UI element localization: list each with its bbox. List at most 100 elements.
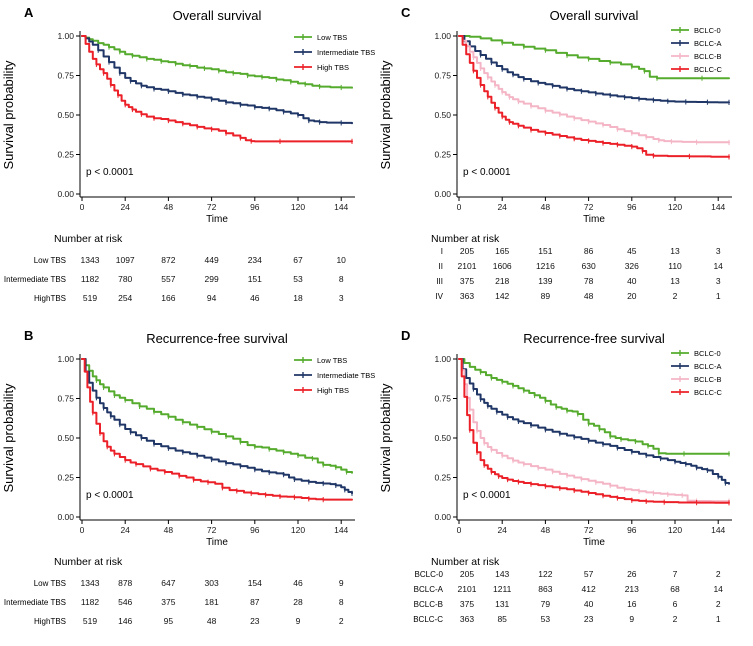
censor-marks-high-tbs: [92, 410, 324, 503]
risk-count: 7: [673, 569, 678, 579]
censor-marks-high-tbs: [95, 61, 353, 144]
risk-count: 68: [670, 584, 680, 594]
risk-row-label-hightbs: HighTBS: [34, 617, 66, 626]
km-curve-bclc-0: [458, 358, 730, 455]
x-tick-label: 48: [541, 525, 551, 535]
risk-count: 9: [296, 616, 301, 626]
risk-count: 872: [161, 255, 175, 265]
risk-count: 46: [250, 293, 260, 303]
risk-count: 131: [495, 599, 509, 609]
risk-table-title: Number at risk: [431, 556, 500, 568]
x-tick-label: 120: [668, 525, 682, 535]
censor-marks-bclc-c: [472, 68, 730, 160]
risk-count: 363: [460, 291, 474, 301]
y-tick-label: 0.75: [434, 71, 451, 81]
y-axis-label: Survival probability: [1, 60, 16, 170]
risk-count: 2101: [458, 584, 477, 594]
x-tick-label: 120: [668, 202, 682, 212]
risk-count: 363: [460, 614, 474, 624]
risk-count: 2: [339, 616, 344, 626]
risk-count: 205: [460, 569, 474, 579]
risk-count: 2101: [458, 261, 477, 271]
risk-count: 780: [118, 274, 132, 284]
risk-count: 1182: [81, 274, 100, 284]
x-axis-label: Time: [206, 537, 228, 548]
risk-table-title: Number at risk: [431, 233, 500, 245]
panel-letter: B: [24, 328, 33, 343]
x-tick-label: 48: [164, 202, 174, 212]
risk-row-label-ii: II: [439, 262, 443, 271]
risk-count: 151: [538, 246, 552, 256]
risk-row-label-i: I: [441, 247, 443, 256]
x-tick-label: 120: [291, 525, 305, 535]
risk-count: 630: [582, 261, 596, 271]
risk-row-label-iv: IV: [435, 292, 443, 301]
plot-title: Recurrence-free survival: [146, 331, 288, 346]
risk-count: 2: [716, 569, 721, 579]
risk-count: 110: [668, 261, 682, 271]
risk-count: 8: [339, 274, 344, 284]
plot-title: Overall survival: [550, 8, 639, 23]
x-tick-label: 72: [207, 202, 217, 212]
risk-count: 1343: [81, 255, 100, 265]
panel-letter: C: [401, 5, 411, 20]
risk-count: 1097: [116, 255, 135, 265]
risk-count: 18: [293, 293, 303, 303]
risk-count: 863: [538, 584, 552, 594]
y-tick-label: 1.00: [57, 31, 74, 41]
y-tick-label: 1.00: [434, 354, 451, 364]
risk-count: 519: [83, 293, 97, 303]
censor-marks-bclc-b: [469, 406, 730, 504]
y-tick-label: 0.00: [57, 189, 74, 199]
x-tick-label: 0: [457, 202, 462, 212]
y-tick-label: 0.50: [57, 433, 74, 443]
risk-count: 557: [161, 274, 175, 284]
risk-count: 1211: [493, 584, 512, 594]
risk-count: 48: [584, 291, 594, 301]
y-tick-label: 0.50: [57, 110, 74, 120]
risk-row-label-intermediate-tbs: Intermediate TBS: [4, 275, 66, 284]
x-tick-label: 96: [627, 525, 637, 535]
risk-count: 3: [716, 276, 721, 286]
risk-count: 546: [118, 597, 132, 607]
y-tick-label: 0.75: [57, 71, 74, 81]
censor-marks-intermediate-tbs: [97, 47, 342, 126]
risk-count: 1: [716, 614, 721, 624]
x-tick-label: 0: [80, 202, 85, 212]
risk-count: 1606: [493, 261, 512, 271]
p-value: p < 0.0001: [463, 490, 511, 501]
risk-count: 1: [716, 291, 721, 301]
legend-label-bclc-0: BCLC-0: [694, 26, 721, 35]
y-tick-label: 0.00: [434, 512, 451, 522]
x-tick-label: 144: [334, 202, 348, 212]
censor-marks-intermediate-tbs: [95, 395, 353, 496]
risk-count: 181: [205, 597, 219, 607]
km-plot-D: D Recurrence-free survival Survival probab…: [378, 328, 732, 624]
risk-count: 303: [205, 578, 219, 588]
km-plot-C: C Overall survival Survival probability 0.0…: [378, 5, 732, 301]
risk-count: 254: [118, 293, 132, 303]
legend-label-intermediate-tbs: Intermediate TBS: [317, 48, 375, 57]
risk-count: 519: [83, 616, 97, 626]
risk-count: 205: [460, 246, 474, 256]
km-curve-bclc-c: [458, 35, 730, 158]
x-tick-label: 72: [584, 202, 594, 212]
risk-count: 647: [161, 578, 175, 588]
risk-count: 234: [248, 255, 262, 265]
risk-table-title: Number at risk: [54, 556, 123, 568]
risk-count: 86: [584, 246, 594, 256]
x-axis-label: Time: [583, 537, 605, 548]
x-tick-label: 24: [120, 202, 130, 212]
risk-count: 46: [293, 578, 303, 588]
legend-label-bclc-a: BCLC-A: [694, 39, 722, 48]
risk-count: 1343: [81, 578, 100, 588]
risk-table-title: Number at risk: [54, 233, 123, 245]
censor-marks-low-tbs: [95, 377, 348, 475]
legend-label-bclc-a: BCLC-A: [694, 362, 722, 371]
km-plot-A: A Overall survival Survival probability 0.0…: [1, 5, 375, 303]
km-curve-bclc-b: [458, 35, 730, 144]
p-value: p < 0.0001: [463, 167, 511, 178]
risk-count: 165: [495, 246, 509, 256]
y-axis-label: Survival probability: [378, 383, 393, 493]
risk-count: 1216: [536, 261, 555, 271]
